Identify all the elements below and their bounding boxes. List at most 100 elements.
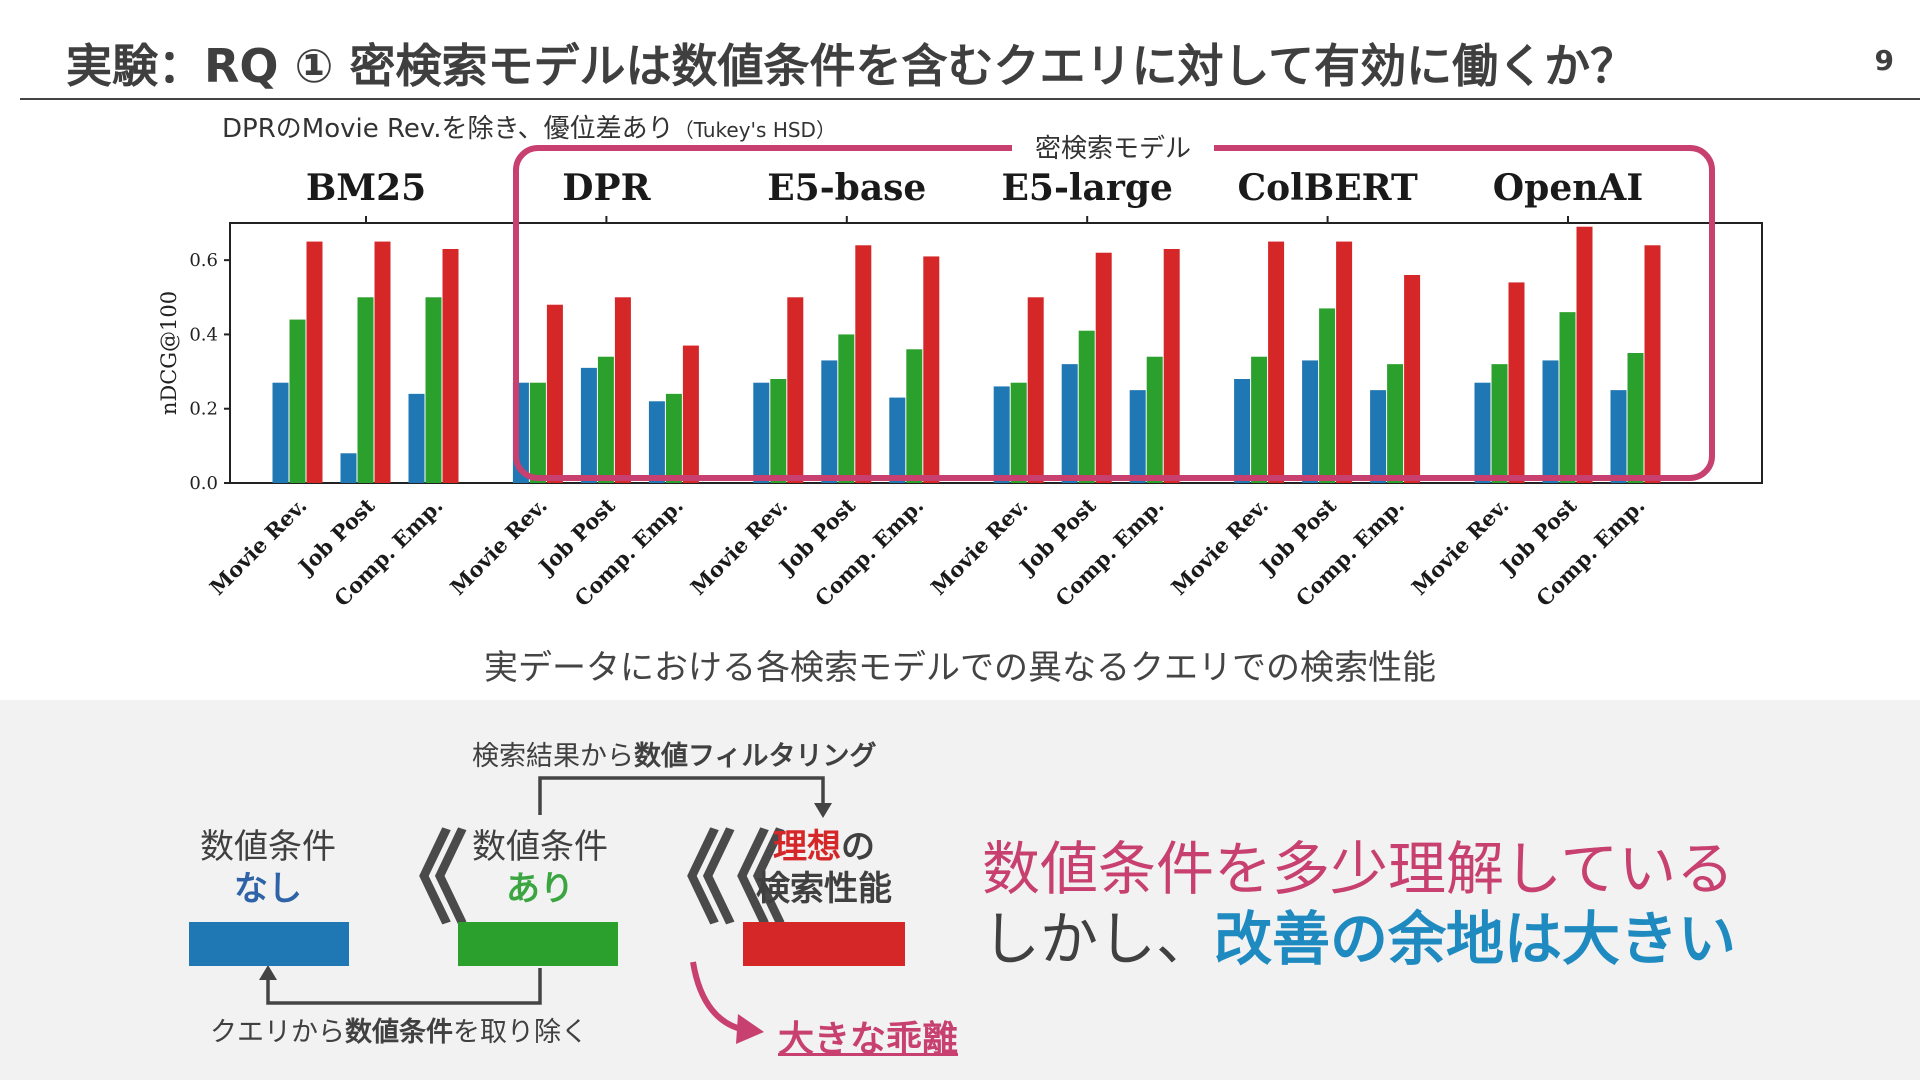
bar bbox=[1559, 312, 1576, 483]
category-label: Movie Rev. bbox=[445, 493, 552, 600]
bar bbox=[580, 367, 597, 483]
bar bbox=[682, 345, 699, 483]
bar bbox=[1542, 360, 1559, 483]
bar bbox=[1027, 297, 1044, 483]
green-bar bbox=[458, 922, 618, 966]
dense-model-box-label-bg bbox=[1012, 130, 1214, 166]
bar bbox=[1491, 364, 1508, 483]
dense-model-box-label: 密検索モデル bbox=[1035, 134, 1191, 164]
page-number: 9 bbox=[1874, 44, 1894, 77]
y-tick-label: 0.0 bbox=[189, 473, 218, 494]
blue-bar bbox=[189, 922, 349, 966]
bar bbox=[1302, 360, 1319, 483]
group-label: E5-base bbox=[767, 167, 926, 209]
remove-label-post: を取り除く bbox=[453, 1017, 588, 1048]
category-label: Movie Rev. bbox=[1166, 493, 1273, 600]
bar bbox=[1010, 382, 1027, 483]
bar bbox=[1319, 308, 1336, 483]
bar bbox=[425, 297, 442, 483]
ideal-no-text: の bbox=[841, 827, 875, 867]
gap-label: 大きな乖離 bbox=[778, 1019, 959, 1060]
bar bbox=[1095, 252, 1112, 483]
bar bbox=[889, 397, 906, 483]
bar bbox=[1387, 364, 1404, 483]
bar bbox=[597, 356, 614, 483]
remove-label-bold: 数値条件 bbox=[345, 1017, 453, 1048]
bar bbox=[289, 319, 306, 483]
conclusion-line2: しかし、改善の余地は大きい bbox=[982, 892, 1736, 976]
bar bbox=[1576, 226, 1593, 483]
bar bbox=[1610, 390, 1627, 483]
bar bbox=[770, 379, 787, 483]
bar bbox=[1061, 364, 1078, 483]
bar bbox=[993, 386, 1010, 483]
bar bbox=[1163, 249, 1180, 483]
bar bbox=[546, 304, 563, 483]
bar bbox=[1404, 275, 1421, 483]
category-label: Movie Rev. bbox=[685, 493, 792, 600]
bar bbox=[1078, 330, 1095, 483]
ideal-red-text: 理想 bbox=[773, 827, 841, 867]
bar bbox=[1644, 245, 1661, 483]
bar bbox=[374, 241, 391, 483]
ideal-line2: 検索性能 bbox=[756, 869, 892, 909]
no-condition-line1: 数値条件 bbox=[200, 827, 336, 867]
y-tick-label: 0.4 bbox=[189, 324, 218, 345]
group-label: DPR bbox=[562, 167, 651, 209]
bar bbox=[1336, 241, 1353, 483]
bar bbox=[340, 453, 357, 483]
bar bbox=[855, 245, 872, 483]
bar bbox=[442, 249, 459, 483]
red-bar bbox=[743, 922, 905, 966]
significance-test-label: （Tukey's HSD） bbox=[673, 118, 836, 142]
bar bbox=[838, 334, 855, 483]
filter-label-bold: 数値フィルタリング bbox=[634, 741, 877, 772]
bar bbox=[1129, 390, 1146, 483]
slide-title: 実験：RQ ① 密検索モデルは数値条件を含むクエリに対して有効に働くか？ bbox=[66, 39, 1637, 93]
bar bbox=[1234, 379, 1251, 483]
y-tick-label: 0.2 bbox=[189, 399, 218, 420]
bar bbox=[306, 241, 323, 483]
conclusion-line2-text: しかし、 bbox=[982, 905, 1215, 973]
bar bbox=[1251, 356, 1268, 483]
bar bbox=[821, 360, 838, 483]
category-label: Movie Rev. bbox=[205, 493, 312, 600]
less-than-chevron: 《 bbox=[368, 821, 468, 938]
bar bbox=[1474, 382, 1491, 483]
ideal-performance-label: 理想の 検索性能 bbox=[734, 826, 914, 910]
group-label: OpenAI bbox=[1493, 167, 1643, 209]
y-axis-label: nDCG@100 bbox=[157, 291, 181, 415]
no-condition-label: 数値条件 なし bbox=[178, 826, 358, 910]
with-condition-line2: あり bbox=[506, 869, 574, 909]
group-label: E5-large bbox=[1001, 167, 1172, 209]
bar bbox=[648, 401, 665, 483]
bar bbox=[923, 256, 940, 483]
bar bbox=[408, 393, 425, 483]
bar bbox=[1268, 241, 1285, 483]
bar bbox=[1146, 356, 1163, 483]
category-label: Movie Rev. bbox=[926, 493, 1033, 600]
summary-panel bbox=[0, 700, 1920, 1080]
chart-caption: 実データにおける各検索モデルでの異なるクエリでの検索性能 bbox=[484, 648, 1436, 688]
much-less-than-chevron: 《《 bbox=[636, 821, 786, 938]
ideal-line1: 理想の bbox=[734, 826, 914, 868]
bar bbox=[357, 297, 374, 483]
title-divider bbox=[20, 98, 1920, 100]
group-label: BM25 bbox=[306, 167, 426, 209]
significance-note-text: DPRのMovie Rev.を除き、優位差あり bbox=[222, 114, 674, 144]
filter-label: 検索結果から数値フィルタリング bbox=[472, 734, 876, 773]
bar bbox=[1508, 282, 1525, 483]
with-condition-label: 数値条件 あり bbox=[450, 826, 630, 910]
bar bbox=[753, 382, 770, 483]
filter-label-text: 検索結果から bbox=[472, 741, 634, 772]
bar bbox=[906, 349, 923, 483]
bar bbox=[272, 382, 289, 483]
no-condition-line2: なし bbox=[234, 869, 302, 909]
group-label: ColBERT bbox=[1237, 167, 1417, 209]
category-label: Movie Rev. bbox=[1407, 493, 1514, 600]
bar bbox=[1370, 390, 1387, 483]
bar bbox=[1627, 353, 1644, 483]
bar bbox=[529, 382, 546, 483]
remove-condition-label: クエリから数値条件を取り除く bbox=[210, 1010, 588, 1049]
